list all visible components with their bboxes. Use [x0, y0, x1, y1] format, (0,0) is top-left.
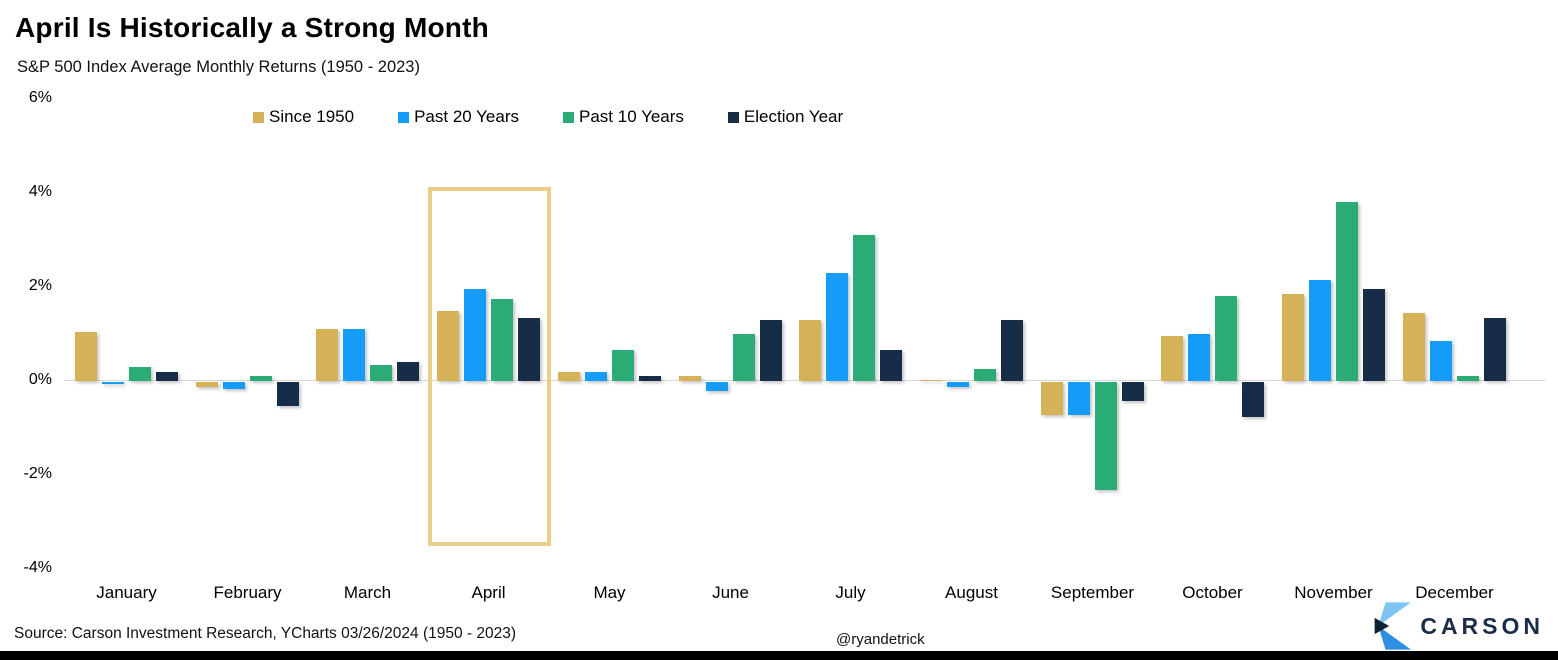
y-tick--2-: -2% — [23, 465, 52, 482]
x-label-december: December — [1415, 583, 1494, 602]
bar-since-1950-february — [196, 382, 218, 387]
brand-wordmark: CARSON — [1420, 612, 1544, 639]
chart-subtitle: S&P 500 Index Average Monthly Returns (1… — [17, 58, 420, 76]
bar-election-year-january — [156, 371, 178, 381]
x-label-october: October — [1182, 583, 1243, 602]
legend-item-election-year: Election Year — [727, 107, 844, 127]
bar-past-20-years-march — [343, 329, 365, 381]
bar-past-20-years-july — [826, 272, 848, 381]
bar-past-10-years-february — [250, 376, 272, 381]
bar-election-year-september — [1122, 382, 1144, 401]
april-highlight-box — [428, 187, 551, 546]
legend-label: Since 1950 — [269, 107, 355, 126]
bar-past-20-years-january — [102, 382, 124, 385]
legend: Since 1950 Past 20 Years Past 10 Years Elec… — [253, 107, 843, 127]
bar-past-10-years-july — [853, 235, 875, 381]
x-label-november: November — [1294, 583, 1373, 602]
x-label-august: August — [945, 583, 998, 602]
x-label-january: January — [96, 583, 157, 602]
x-label-april: April — [471, 583, 506, 602]
bar-past-10-years-september — [1095, 382, 1117, 491]
bar-election-year-october — [1242, 382, 1264, 418]
bar-past-20-years-september — [1068, 382, 1090, 415]
bar-past-10-years-may — [612, 350, 634, 381]
carson-brand: CARSON — [1371, 601, 1544, 651]
bar-since-1950-november — [1282, 294, 1304, 381]
page-title: April Is Historically a Strong Month — [15, 12, 489, 43]
bar-past-20-years-november — [1309, 279, 1331, 381]
y-tick-4-: 4% — [28, 183, 52, 200]
bar-since-1950-june — [679, 376, 701, 381]
bar-election-year-june — [760, 319, 782, 381]
bar-since-1950-march — [316, 329, 338, 381]
bar-since-1950-may — [558, 371, 580, 381]
bar-past-10-years-april — [491, 298, 513, 381]
bar-since-1950-april — [437, 310, 459, 381]
y-tick--4-: -4% — [23, 559, 52, 576]
bar-since-1950-december — [1403, 312, 1425, 381]
bar-election-year-april — [518, 317, 540, 381]
legend-item-since-1950: Since 1950 — [253, 107, 354, 127]
bar-election-year-may — [639, 376, 661, 381]
bar-past-20-years-august — [947, 382, 969, 387]
bar-election-year-march — [397, 362, 419, 381]
bar-past-20-years-may — [585, 371, 607, 381]
bar-since-1950-september — [1041, 382, 1063, 415]
legend-item-past-20-years: Past 20 Years — [398, 107, 519, 127]
legend-swatch-icon — [727, 111, 739, 123]
x-label-september: September — [1050, 583, 1135, 602]
bar-since-1950-october — [1161, 336, 1183, 381]
bar-past-20-years-april — [464, 289, 486, 381]
legend-item-past-10-years: Past 10 Years — [563, 107, 684, 127]
bar-election-year-august — [1001, 319, 1023, 381]
bar-since-1950-july — [799, 319, 821, 381]
bar-past-10-years-june — [733, 334, 755, 381]
bar-election-year-december — [1484, 317, 1506, 381]
x-label-july: July — [835, 583, 866, 602]
x-label-march: March — [343, 583, 392, 602]
legend-label: Past 20 Years — [414, 107, 519, 126]
legend-label: Past 10 Years — [579, 107, 684, 126]
x-label-february: February — [213, 583, 282, 602]
bar-past-10-years-march — [370, 364, 392, 381]
y-tick-0-: 0% — [28, 371, 52, 388]
legend-label: Election Year — [743, 107, 844, 126]
bar-past-20-years-december — [1430, 341, 1452, 381]
bottom-black-bar — [0, 651, 1558, 660]
bar-election-year-november — [1363, 289, 1385, 381]
bar-past-10-years-december — [1457, 376, 1479, 381]
bar-past-10-years-october — [1215, 296, 1237, 381]
bar-past-10-years-august — [974, 369, 996, 381]
bar-past-20-years-february — [223, 382, 245, 390]
y-tick-2-: 2% — [28, 277, 52, 294]
legend-swatch-icon — [398, 111, 410, 123]
x-label-june: June — [712, 583, 749, 602]
carson-logo-icon — [1374, 602, 1412, 650]
source-note: Source: Carson Investment Research, YCha… — [14, 625, 517, 642]
bar-election-year-february — [277, 382, 299, 406]
bar-since-1950-august — [920, 380, 942, 381]
twitter-handle: @ryandetrick — [836, 631, 925, 648]
bar-past-10-years-november — [1336, 202, 1358, 381]
legend-swatch-icon — [563, 111, 574, 123]
bar-past-20-years-october — [1188, 334, 1210, 381]
bar-since-1950-january — [75, 331, 97, 381]
bar-election-year-july — [880, 350, 902, 381]
x-label-may: May — [593, 583, 626, 602]
legend-swatch-icon — [253, 111, 264, 123]
y-tick-6-: 6% — [28, 89, 52, 106]
bar-past-20-years-june — [706, 382, 728, 392]
bar-past-10-years-january — [129, 366, 151, 381]
